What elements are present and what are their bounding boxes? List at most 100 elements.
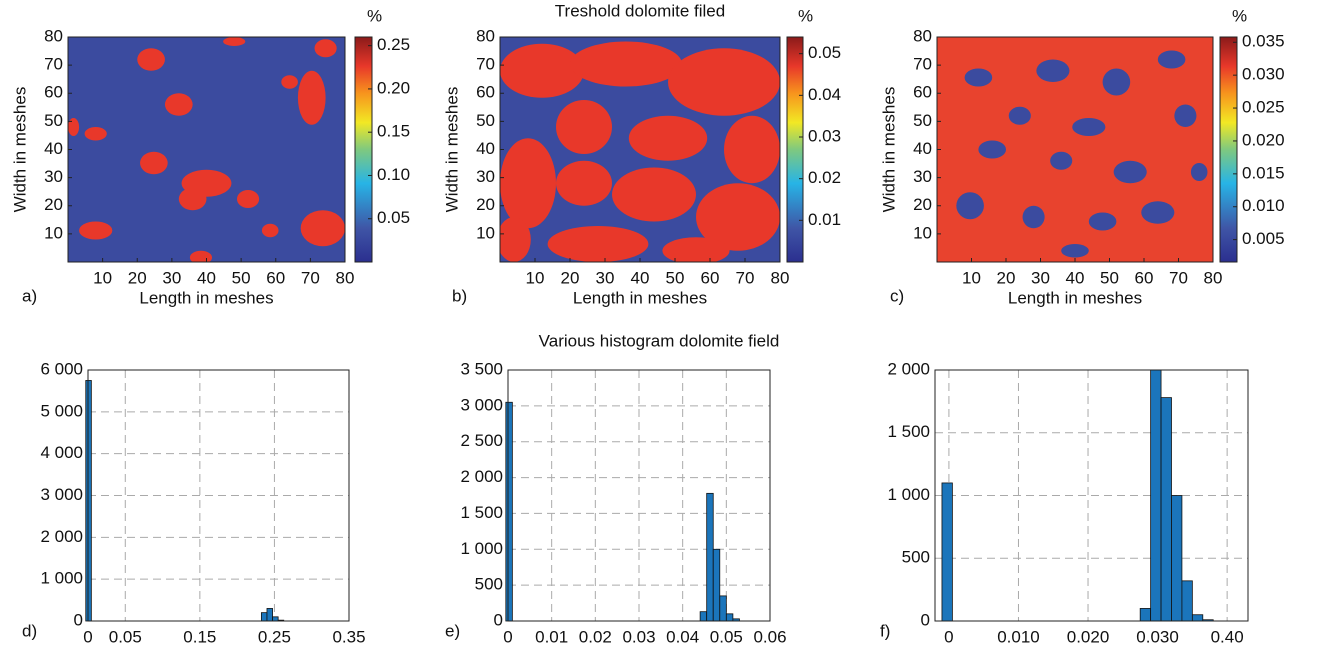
x-tick-label: 50 — [1100, 268, 1119, 287]
y-tick-label: 70 — [44, 55, 63, 74]
y-tick-label: 500 — [902, 548, 930, 567]
heatmap-blob — [236, 190, 260, 208]
histogram-bar — [260, 612, 268, 622]
heatmap-blob — [696, 183, 780, 251]
heatmap-blob — [612, 167, 696, 222]
y-tick-label: 5 000 — [40, 401, 83, 420]
heatmap-blob — [300, 210, 345, 247]
heatmap-blob — [500, 43, 584, 98]
x-tick-label: 60 — [701, 268, 720, 287]
colorbar-tick-label: 0.01 — [808, 210, 841, 229]
heatmap-blob — [68, 118, 80, 136]
heatmap — [937, 37, 1213, 262]
colorbar-tick-label: 0.04 — [808, 85, 841, 104]
x-tick-label: 60 — [266, 268, 285, 287]
heatmap-blob — [261, 223, 279, 238]
heatmap-blob — [1036, 59, 1070, 82]
colorbar — [354, 36, 373, 263]
heatmap-blob — [178, 187, 207, 211]
x-tick-label: 20 — [561, 268, 580, 287]
y-tick-label: 10 — [913, 223, 932, 242]
y-tick-label: 60 — [913, 83, 932, 102]
y-tick-label: 2 000 — [460, 467, 503, 486]
heatmap-blob — [1113, 160, 1147, 184]
histogram-bar — [941, 482, 953, 622]
heatmap-blob — [1174, 104, 1197, 127]
histogram-bar — [272, 616, 279, 622]
x-tick-label: 0.02 — [579, 627, 612, 646]
x-tick-label: 80 — [336, 268, 355, 287]
x-axis-label: Length in meshes — [573, 288, 707, 307]
panel-label: b) — [452, 286, 467, 305]
x-tick-label: 0.020 — [1067, 627, 1110, 646]
histogram-bar — [1139, 608, 1152, 622]
y-tick-label: 1 000 — [40, 569, 83, 588]
chart-title: Treshold dolomite filed — [555, 1, 725, 20]
colorbar-unit: % — [367, 6, 382, 25]
panel-label: a) — [22, 286, 37, 305]
heatmap-blob — [662, 237, 730, 262]
heatmap-blob — [570, 41, 682, 87]
x-tick-label: 10 — [526, 268, 545, 287]
y-tick-label: 70 — [913, 55, 932, 74]
x-tick-label: 40 — [631, 268, 650, 287]
colorbar-tick-label: 0.025 — [1242, 98, 1285, 117]
histogram-bar — [712, 548, 721, 622]
y-tick-label: 40 — [913, 139, 932, 158]
y-tick-label: 0 — [74, 610, 83, 629]
y-tick-label: 4 000 — [40, 443, 83, 462]
heatmap-blob — [724, 115, 780, 184]
x-tick-label: 70 — [736, 268, 755, 287]
heatmap-blob — [1141, 201, 1175, 224]
heatmap-blob — [223, 37, 246, 46]
heatmap-blob — [137, 48, 165, 71]
colorbar-tick-label: 0.005 — [1242, 229, 1285, 248]
y-tick-label: 0 — [921, 610, 930, 629]
colorbar-tick-label: 0.25 — [377, 35, 410, 54]
colorbar-tick-label: 0.20 — [377, 78, 410, 97]
heatmap-blob — [628, 115, 708, 161]
colorbar-unit: % — [798, 6, 813, 25]
y-tick-label: 30 — [913, 167, 932, 186]
heatmap-blob — [140, 151, 168, 175]
x-tick-label: 80 — [1204, 268, 1223, 287]
y-tick-label: 6 000 — [40, 359, 83, 378]
colorbar-tick-label: 0.10 — [377, 165, 410, 184]
y-tick-label: 500 — [475, 575, 503, 594]
x-tick-label: 50 — [232, 268, 251, 287]
plot-frame — [507, 369, 771, 622]
heatmap-blob — [164, 93, 193, 116]
y-tick-label: 60 — [476, 83, 495, 102]
y-tick-label: 1 000 — [460, 539, 503, 558]
colorbar-tick-label: 0.02 — [808, 168, 841, 187]
y-tick-label: 60 — [44, 83, 63, 102]
y-tick-label: 50 — [476, 111, 495, 130]
heatmap-blob — [547, 226, 649, 262]
x-tick-label: 0.05 — [710, 627, 743, 646]
x-tick-label: 10 — [93, 268, 112, 287]
x-tick-label: 0.03 — [622, 627, 655, 646]
histogram-bar — [1171, 495, 1183, 622]
histogram-bar — [85, 380, 92, 622]
heatmap-blob — [556, 160, 612, 206]
y-tick-label: 30 — [44, 167, 63, 186]
x-tick-label: 30 — [162, 268, 181, 287]
histogram-bar — [1191, 614, 1204, 622]
x-tick-label: 0.40 — [1211, 627, 1244, 646]
heatmap-blob — [79, 221, 113, 240]
heatmap-blob — [314, 39, 337, 58]
y-tick-label: 1 500 — [887, 422, 930, 441]
heatmap-blob — [281, 75, 298, 89]
histogram-bar — [1160, 397, 1172, 622]
y-tick-label: 20 — [476, 195, 495, 214]
histogram-bar — [719, 595, 727, 622]
histogram-bar — [266, 608, 273, 622]
y-tick-label: 50 — [44, 111, 63, 130]
y-tick-label: 80 — [913, 26, 932, 45]
y-tick-label: 20 — [44, 195, 63, 214]
heatmap-blob — [1022, 205, 1045, 229]
heatmap-blob — [1102, 68, 1131, 96]
x-tick-label: 0.06 — [753, 627, 786, 646]
heatmap-blob — [1008, 106, 1031, 125]
